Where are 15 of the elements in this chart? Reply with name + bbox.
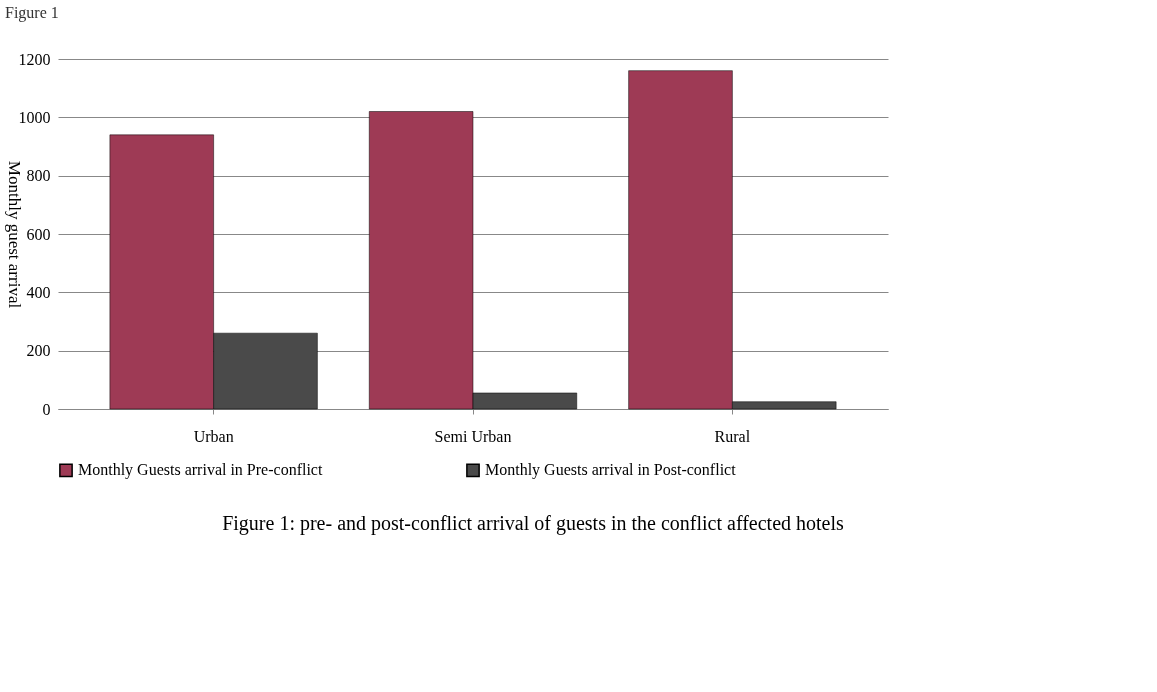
x-tick-label: Rural xyxy=(714,427,751,445)
y-tick-label: 200 xyxy=(26,342,51,360)
legend-label: Monthly Guests arrival in Post-conflict xyxy=(485,461,737,480)
y-tick-label: 0 xyxy=(42,400,51,418)
y-tick-label: 600 xyxy=(26,225,51,243)
legend-label: Monthly Guests arrival in Pre-conflict xyxy=(78,461,323,480)
x-tick-label: Semi Urban xyxy=(434,427,512,445)
caption: Figure 1: pre- and post-conflict arrival of guests in the conflict affected hotels xyxy=(222,512,845,535)
chart-title: Figure 1 xyxy=(5,4,59,22)
y-tick-label: 400 xyxy=(26,283,51,301)
x-tick-label: Urban xyxy=(193,427,234,445)
y-tick-label: 1000 xyxy=(18,108,51,126)
y-axis-title: Monthly guest arrival xyxy=(4,160,24,309)
y-tick-label: 1200 xyxy=(18,50,51,68)
y-tick-label: 800 xyxy=(26,167,51,185)
